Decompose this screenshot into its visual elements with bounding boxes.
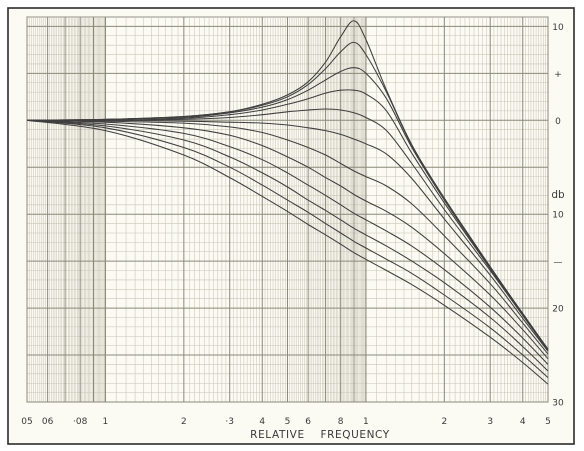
major-grid bbox=[26, 17, 549, 403]
response-curve-5 bbox=[26, 108, 549, 351]
x-tick-label: 06 bbox=[42, 417, 54, 427]
response-curve-10 bbox=[26, 119, 549, 372]
x-tick-label: 2 bbox=[441, 417, 447, 427]
y-tick-label: 20 bbox=[552, 305, 564, 315]
y-tick-label: — bbox=[554, 258, 563, 268]
x-tick-label: 2 bbox=[181, 417, 187, 427]
x-tick-label: ·3 bbox=[225, 417, 234, 427]
x-tick-label: 6 bbox=[305, 417, 311, 427]
x-tick-labels: 05 06 ·08 1 2 ·3 4 5 6 8 1 2 3 4 5 bbox=[21, 417, 551, 427]
y-tick-label: 10 bbox=[552, 23, 564, 33]
x-tick-label: ·08 bbox=[73, 417, 88, 427]
x-tick-label: 4 bbox=[259, 417, 265, 427]
response-curve-9 bbox=[26, 119, 549, 365]
x-tick-label: 5 bbox=[545, 417, 551, 427]
y-tick-labels: 10 +0 10 — 20 30 bbox=[552, 23, 564, 409]
x-tick-label: 1 bbox=[363, 417, 369, 427]
x-tick-label: 5 bbox=[285, 417, 291, 427]
x-tick-label: 1 bbox=[103, 417, 109, 427]
y-tick-label: + bbox=[554, 70, 562, 80]
y-tick-label: 30 bbox=[552, 399, 564, 409]
x-tick-label: 4 bbox=[520, 417, 526, 427]
response-curve-11 bbox=[26, 119, 549, 378]
response-curve-3 bbox=[26, 67, 549, 350]
y-axis-unit-label: db bbox=[551, 189, 565, 201]
x-axis-label: RELATIVE FREQUENCY bbox=[250, 429, 390, 441]
response-curve-6 bbox=[26, 119, 549, 352]
minor-grid bbox=[27, 16, 548, 402]
x-tick-label: 05 bbox=[21, 417, 32, 427]
x-tick-label: 3 bbox=[487, 417, 493, 427]
y-tick-label: 0 bbox=[555, 117, 561, 127]
response-curve-8 bbox=[26, 119, 549, 360]
response-curve-7 bbox=[26, 119, 549, 355]
response-curve-4 bbox=[26, 89, 549, 350]
x-tick-label: 8 bbox=[338, 417, 344, 427]
y-tick-label: 10 bbox=[552, 211, 564, 221]
response-curves bbox=[26, 20, 549, 385]
response-curve-2 bbox=[26, 41, 549, 350]
response-curve-12 bbox=[26, 119, 549, 385]
